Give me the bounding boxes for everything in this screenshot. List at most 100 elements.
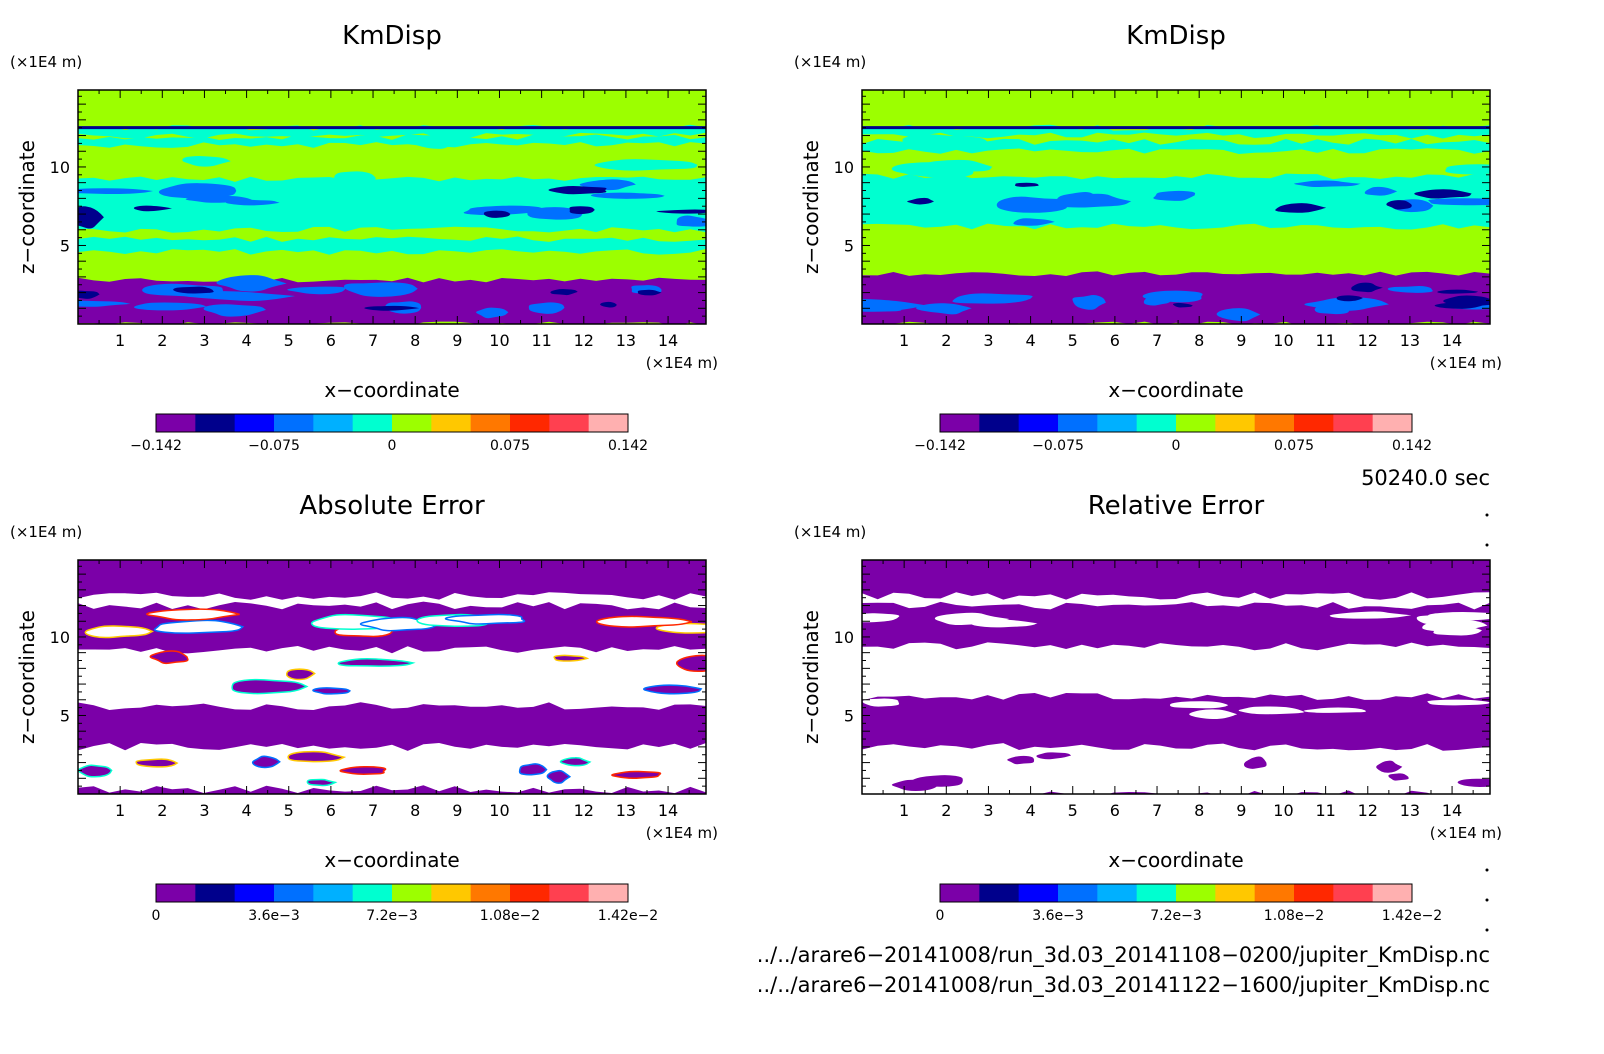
x-tick-label: 14: [658, 331, 678, 350]
colorbar-tick-label: 0.075: [1274, 438, 1314, 454]
blue-eddy: [1428, 198, 1490, 206]
colorbar-tick-label: 0.142: [608, 438, 648, 454]
blue-eddy: [225, 199, 280, 206]
colorbar-segment: [588, 884, 629, 902]
x-tick-label: 4: [241, 331, 251, 350]
panel-1: KmDisp(×1E4 m)1 2 3 4 5 6 7 8 9 10 11 12 13 14510(×1E…: [10, 21, 718, 454]
colorbar-tick-label: 0.142: [1392, 438, 1432, 454]
z-tick-label: 10: [834, 158, 854, 177]
white-band: [862, 642, 1490, 701]
colorbar-segment: [1176, 884, 1216, 902]
navy-lower-eddy: [364, 305, 420, 311]
x-tick-label: 6: [1110, 331, 1120, 350]
file-path-1: ../../arare6−20141008/run_3d.03_20141108…: [757, 943, 1490, 968]
colorbar-segment: [940, 414, 980, 432]
left-edge-eddy: [78, 206, 104, 229]
plot-area: [78, 560, 706, 794]
colorbar-segment: [1097, 414, 1138, 432]
blue-lower-eddy: [862, 299, 926, 312]
cyan-patch: [447, 214, 490, 227]
panel-title: KmDisp: [1126, 21, 1226, 51]
blue-eddy: [527, 207, 583, 220]
colorbar-segment: [234, 884, 275, 902]
z-axis-label: z−coordinate: [15, 140, 39, 274]
white-band: [78, 592, 706, 610]
cyan-patch: [594, 159, 698, 171]
colorbar-tick-label: 7.2e−3: [366, 908, 418, 924]
time-label: 50240.0 sec: [1361, 466, 1490, 490]
x-tick-label: 4: [1025, 331, 1035, 350]
x-tick-label: 12: [574, 331, 594, 350]
error-blob: [559, 757, 592, 767]
x-tick-label: 3: [199, 331, 209, 350]
blue-lower-eddy: [1387, 286, 1433, 293]
navy-lower-eddy: [600, 301, 617, 308]
x-tick-label: 6: [1110, 801, 1120, 820]
error-blob: [339, 766, 387, 775]
blue-eddy: [996, 196, 1068, 213]
x-tick-label: 8: [1194, 331, 1204, 350]
purple-patch: [1007, 755, 1035, 765]
error-blob: [146, 608, 240, 621]
colorbar-segment: [1372, 414, 1413, 432]
colorbar-segment: [392, 884, 432, 902]
x-tick-label: 1: [115, 801, 125, 820]
x-tick-label: 6: [326, 331, 336, 350]
colorbar-segment: [470, 414, 511, 432]
error-blob: [444, 613, 526, 625]
blue-eddy: [1153, 190, 1196, 201]
x-tick-label: 13: [1400, 801, 1420, 820]
x-tick-label: 5: [1068, 801, 1078, 820]
colorbar-tick-label: 7.2e−3: [1150, 908, 1202, 924]
purple-patch: [1036, 752, 1072, 760]
z-tick-label: 5: [60, 706, 70, 725]
z-unit-label: (×1E4 m): [794, 523, 866, 541]
colorbar-tick-label: 0: [1172, 438, 1181, 454]
x-tick-label: 10: [489, 331, 509, 350]
x-tick-label: 14: [658, 801, 678, 820]
x-tick-label: 12: [1358, 331, 1378, 350]
panel-4: Relative Error(×1E4 m)1 2 3 4 5 6 7 8 9 10 11 12 13 1…: [794, 491, 1502, 924]
error-blob: [251, 755, 281, 769]
colorbar-segment: [195, 884, 236, 902]
x-tick-label: 4: [241, 801, 251, 820]
blue-lower-eddy: [343, 282, 418, 297]
colorbar-segment: [1372, 884, 1413, 902]
x-tick-label: 3: [983, 801, 993, 820]
white-band: [862, 592, 1490, 610]
error-blob: [553, 654, 590, 662]
x-tick-label: 7: [1152, 801, 1162, 820]
colorbar-tick-label: −0.075: [1032, 438, 1084, 454]
plot-frame: [77, 89, 707, 325]
navy-eddy: [1386, 200, 1412, 210]
z-axis-label: z−coordinate: [15, 610, 39, 744]
colorbar-segment: [1215, 414, 1256, 432]
x-tick-label: 3: [983, 331, 993, 350]
colorbar-segment: [234, 414, 275, 432]
x-tick-label: 12: [574, 801, 594, 820]
purple-patch: [1376, 760, 1403, 773]
colorbar-frame: [155, 413, 629, 433]
cyan-patch: [323, 200, 423, 212]
colorbar-segment: [392, 414, 432, 432]
z-unit-label: (×1E4 m): [794, 53, 866, 71]
colorbar-segment: [1294, 414, 1334, 432]
x-axis-label: x−coordinate: [324, 848, 459, 872]
plot-area: [862, 560, 1490, 794]
colorbar-segment: [1294, 884, 1334, 902]
blue-eddy: [78, 188, 153, 195]
colorbar-segment: [1136, 884, 1177, 902]
error-blob: [287, 750, 347, 763]
error-blob: [231, 678, 309, 695]
colorbar-segment: [979, 414, 1020, 432]
white-patch: [1427, 699, 1490, 706]
colorbar-tick-label: 1.08e−2: [480, 908, 540, 924]
colorbar-tick-label: 3.6e−3: [248, 908, 300, 924]
error-blob: [595, 615, 693, 628]
colorbar-segment: [156, 884, 196, 902]
x-tick-label: 13: [1400, 331, 1420, 350]
colorbar-segment: [588, 414, 629, 432]
colorbar-tick-label: 0.075: [490, 438, 530, 454]
colorbar-tick-label: 0: [388, 438, 397, 454]
white-band: [78, 646, 706, 710]
